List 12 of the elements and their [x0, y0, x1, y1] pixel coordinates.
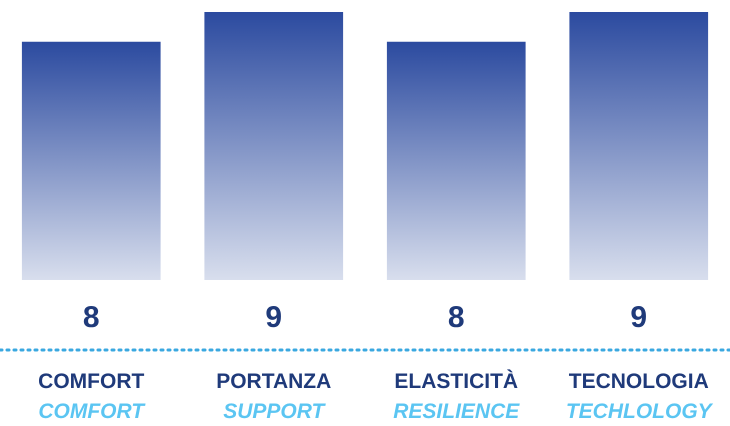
- text: SUPPORT: [223, 400, 326, 423]
- text: TECHLOLOGY: [566, 400, 714, 423]
- text: RESILIENCE: [393, 400, 520, 423]
- data-label: 9: [630, 301, 648, 334]
- data-label: 9: [265, 301, 282, 334]
- x-tick-label: COMFORT: [38, 370, 144, 393]
- data-label: 8: [82, 301, 100, 334]
- x-tick-label: ELASTICITÀ: [394, 369, 518, 393]
- text: COMFORT: [38, 400, 146, 423]
- x-tick-label: PORTANZA: [216, 370, 332, 393]
- x-tick-label: TECNOLOGIA: [568, 370, 709, 393]
- data-label: 8: [448, 301, 465, 334]
